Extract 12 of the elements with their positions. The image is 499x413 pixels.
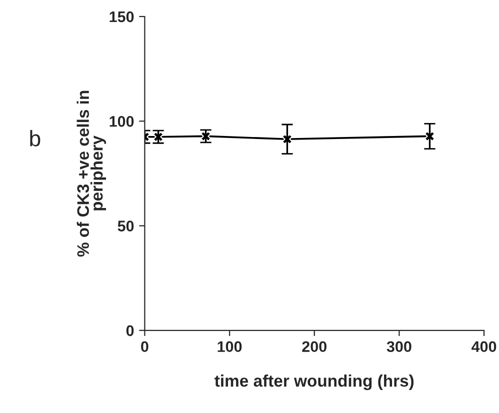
- x-tick-label: 100: [218, 341, 242, 352]
- y-tick-label: 150: [110, 11, 134, 22]
- y-axis-title: % of CK3 +ve cells in periphery: [76, 90, 106, 257]
- text: b: [30, 130, 40, 146]
- y-tick-label: 50: [118, 220, 134, 232]
- x-axis-title: time after wounding (hrs): [214, 374, 414, 390]
- x-tick-label: 0: [141, 341, 148, 352]
- x-tick-label: 300: [386, 341, 412, 352]
- y-tick-label: 100: [110, 116, 134, 127]
- y-tick-label: 0: [126, 325, 134, 336]
- x-tick-label: 400: [472, 341, 496, 352]
- x-tick-label: 200: [302, 341, 326, 352]
